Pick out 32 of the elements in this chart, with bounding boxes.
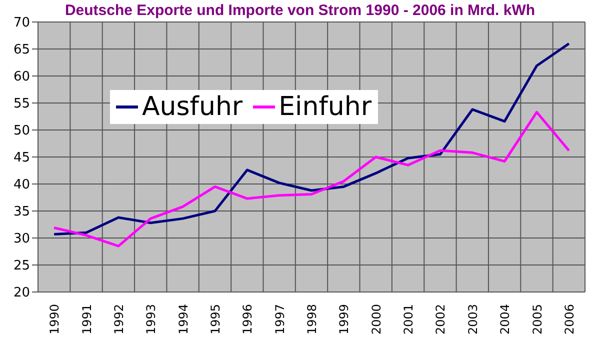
y-tick-label: 25 <box>13 258 30 274</box>
legend-label: Einfuhr <box>278 92 372 122</box>
x-tick-label: 1996 <box>240 304 255 335</box>
x-tick-label: 2000 <box>369 304 384 335</box>
x-tick-label: 1998 <box>305 304 320 335</box>
line-series <box>52 42 570 236</box>
x-tick-label: 1990 <box>48 304 62 335</box>
y-tick-label: 35 <box>13 204 30 220</box>
y-tick-label: 40 <box>13 178 30 193</box>
x-tick-label: 2004 <box>498 304 512 335</box>
y-tick-label: 65 <box>13 42 30 58</box>
x-tick-label: 1994 <box>176 304 190 335</box>
x-tick-label: 2006 <box>562 304 576 335</box>
x-tick-label: 1991 <box>80 304 94 335</box>
chart-title: Deutsche Exporte und Importe von Strom 1990 - 2006 in Mrd. kWh <box>64 2 536 19</box>
x-tick-label: 2003 <box>466 304 480 335</box>
x-tick-label: 1999 <box>337 304 352 335</box>
x-tick-label: 1993 <box>144 304 158 335</box>
y-tick-label: 45 <box>13 150 30 166</box>
y-tick-label: 70 <box>13 16 30 31</box>
x-tick-label: 1992 <box>112 304 126 335</box>
y-tick-label: 30 <box>13 232 30 247</box>
x-tick-label: 1995 <box>208 304 222 335</box>
legend-label: Ausfuhr <box>142 92 243 122</box>
x-tick-label: 2001 <box>402 304 416 335</box>
y-tick-label: 55 <box>13 96 30 112</box>
x-tick-label: 2005 <box>530 304 544 335</box>
x-tick-label: 1997 <box>272 304 287 335</box>
x-tick-label: 2002 <box>434 304 448 335</box>
y-tick-label: 60 <box>13 70 30 85</box>
y-tick-label: 20 <box>13 286 30 301</box>
y-tick-label: 50 <box>13 124 30 139</box>
